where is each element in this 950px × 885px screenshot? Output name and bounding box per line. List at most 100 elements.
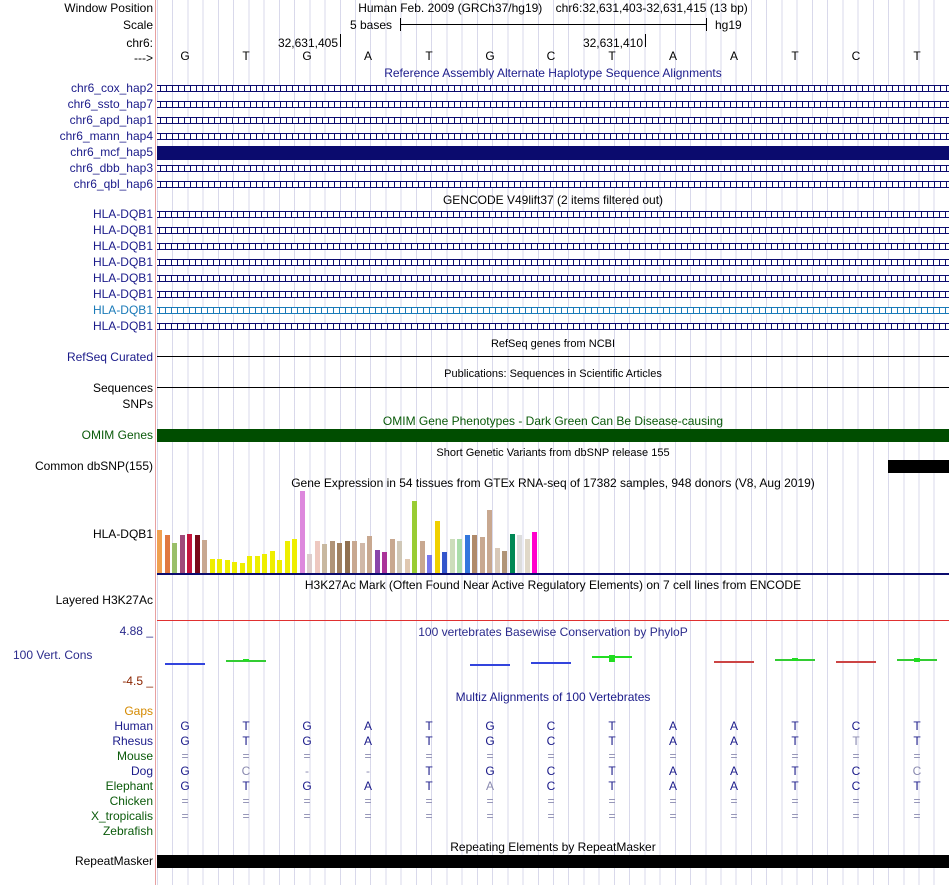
gtex-tissue-bar[interactable] [232,562,237,573]
gtex-tissue-bar[interactable] [427,555,432,573]
gtex-tissue-bar[interactable] [419,541,425,573]
gtex-tissue-bar[interactable] [412,501,417,573]
omim-track-label[interactable]: OMIM Genes [81,428,153,442]
multiz-species-label[interactable]: Dog [130,764,153,778]
gtex-tissue-bar[interactable] [269,551,275,573]
multiz-species-label[interactable]: Chicken [109,794,153,808]
gtex-tissue-bar[interactable] [517,535,522,573]
gencode-transcript-label[interactable]: HLA-DQB1 [92,207,153,221]
multiz-species-label[interactable]: Human [114,719,153,733]
gtex-tissue-bar[interactable] [359,543,365,573]
gtex-tissue-bar[interactable] [442,552,447,573]
gencode-transcript-label[interactable]: HLA-DQB1 [92,319,153,333]
gtex-tissue-bar[interactable] [524,539,530,573]
gtex-tissue-bar[interactable] [532,532,537,573]
gtex-tissue-bar[interactable] [217,559,222,573]
gtex-tissue-bar[interactable] [202,540,207,573]
alt-haplotype-label[interactable]: chr6_qbl_hap6 [73,177,153,191]
alt-haplotype-feature[interactable] [157,165,949,172]
gtex-tissue-bar[interactable] [224,560,230,573]
gtex-tissue-bar[interactable] [254,556,260,573]
omim-feature[interactable] [157,429,949,442]
h3k27ac-track-label[interactable]: Layered H3K27Ac [55,593,153,607]
gtex-tissue-bar[interactable] [277,560,282,573]
alt-haplotype-label[interactable]: chr6_mcf_hap5 [70,145,153,159]
gtex-tissue-bar[interactable] [479,537,485,573]
alt-haplotype-label[interactable]: chr6_apd_hap1 [69,113,153,127]
publications-track-label[interactable]: Sequences [92,381,153,395]
gtex-tissue-bar[interactable] [187,534,192,573]
alt-haplotype-feature[interactable] [157,117,949,124]
gencode-transcript-feature[interactable] [157,275,949,282]
gtex-tissue-bar[interactable] [172,543,177,573]
gtex-tissue-bar[interactable] [404,559,410,573]
conservation-track-label[interactable]: 100 Vert. Cons [13,648,93,662]
gtex-tissue-bar[interactable] [352,541,357,573]
alt-haplotype-label[interactable]: chr6_dbb_hap3 [69,161,153,175]
gtex-tissue-bar[interactable] [284,541,290,573]
gtex-tissue-bar[interactable] [194,535,200,573]
gtex-tissue-bar[interactable] [502,551,507,573]
gtex-tissue-bar[interactable] [179,535,185,573]
multiz-species-label[interactable]: Rhesus [112,734,153,748]
multiz-species-label[interactable]: Zebrafish [102,824,153,838]
gencode-transcript-feature[interactable] [157,291,949,298]
gencode-transcript-feature[interactable] [157,243,949,250]
gtex-tissue-bar[interactable] [389,539,395,573]
alt-haplotype-feature[interactable] [157,133,949,140]
gtex-tissue-bar[interactable] [457,539,462,573]
gtex-tissue-bar[interactable] [374,550,380,573]
gtex-tissue-bar[interactable] [487,510,492,573]
gtex-tissue-bar[interactable] [247,556,252,573]
gencode-transcript-feature[interactable] [157,227,949,234]
gtex-tissue-bar[interactable] [307,554,312,573]
gencode-transcript-feature[interactable] [157,259,949,266]
gencode-transcript-label[interactable]: HLA-DQB1 [92,255,153,269]
gtex-tissue-bar[interactable] [509,534,515,573]
multiz-species-label[interactable]: Mouse [116,749,153,763]
gtex-tissue-bar[interactable] [464,535,470,573]
repeatmasker-track-label[interactable]: RepeatMasker [74,854,153,868]
gencode-transcript-feature[interactable] [157,323,949,330]
alt-haplotype-feature[interactable] [157,181,949,188]
gencode-transcript-feature[interactable] [157,211,949,218]
alt-haplotype-label[interactable]: chr6_ssto_hap7 [67,97,153,111]
gtex-tissue-bar[interactable] [449,539,455,573]
gtex-tissue-bar[interactable] [209,559,215,573]
gtex-track-label[interactable]: HLA-DQB1 [92,527,153,541]
gencode-transcript-feature[interactable] [157,307,949,314]
dbsnp-feature[interactable] [888,460,949,473]
gtex-tissue-bar[interactable] [337,543,342,573]
refseq-track-label[interactable]: RefSeq Curated [66,350,153,364]
gencode-transcript-label[interactable]: HLA-DQB1 [92,287,153,301]
gtex-tissue-bar[interactable] [367,536,372,573]
dbsnp-track-label[interactable]: Common dbSNP(155) [34,459,153,473]
gtex-tissue-bar[interactable] [292,539,297,573]
gtex-tissue-bar[interactable] [157,530,162,573]
gtex-tissue-bar[interactable] [322,544,327,573]
alt-haplotype-feature[interactable] [157,85,949,92]
gtex-tissue-bar[interactable] [434,521,440,573]
alt-haplotype-feature[interactable] [157,146,949,160]
multiz-species-label[interactable]: Elephant [105,779,153,793]
gencode-transcript-label[interactable]: HLA-DQB1 [92,271,153,285]
gencode-transcript-label[interactable]: HLA-DQB1 [92,239,153,253]
alt-haplotype-feature[interactable] [157,101,949,108]
alt-haplotype-label[interactable]: chr6_cox_hap2 [70,81,153,95]
gtex-tissue-bar[interactable] [164,535,170,573]
gtex-bar-chart[interactable] [157,491,949,573]
gencode-transcript-label[interactable]: HLA-DQB1 [92,223,153,237]
multiz-species-label[interactable]: X_tropicalis [90,809,153,823]
repeatmasker-feature[interactable] [157,855,949,868]
gtex-tissue-bar[interactable] [472,535,477,573]
gtex-tissue-bar[interactable] [494,548,500,573]
gtex-tissue-bar[interactable] [299,491,305,573]
gtex-tissue-bar[interactable] [239,563,245,573]
alt-haplotype-label[interactable]: chr6_mann_hap4 [59,129,153,143]
gtex-tissue-bar[interactable] [329,541,335,573]
gtex-tissue-bar[interactable] [262,554,267,573]
gtex-tissue-bar[interactable] [382,552,387,573]
gtex-tissue-bar[interactable] [397,541,402,573]
gencode-transcript-label[interactable]: HLA-DQB1 [92,303,153,317]
